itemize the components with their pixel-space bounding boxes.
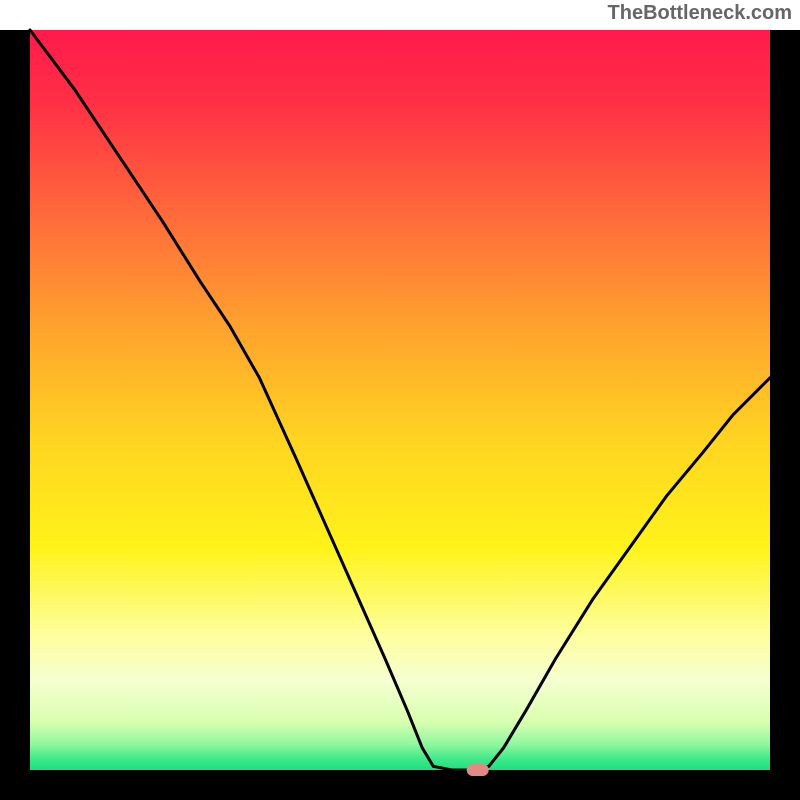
chart-svg	[0, 0, 800, 800]
watermark-text: TheBottleneck.com	[608, 2, 792, 25]
min-marker	[467, 764, 489, 776]
chart-frame: TheBottleneck.com	[0, 0, 800, 800]
plot-background	[30, 30, 770, 770]
